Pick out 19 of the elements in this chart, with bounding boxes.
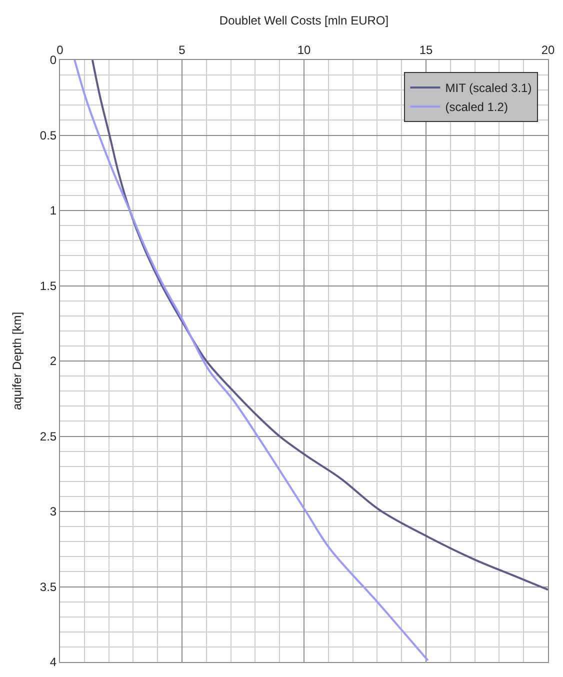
x-tick-label: 15 <box>419 43 433 58</box>
line-series <box>74 60 429 662</box>
y-tick-label: 4 <box>50 655 57 670</box>
legend-label: (scaled 1.2) <box>445 100 508 114</box>
x-tick-label: 20 <box>541 43 555 58</box>
line-series <box>91 60 548 591</box>
y-tick-label: 3 <box>50 504 57 519</box>
x-axis-title: Doublet Well Costs [mln EURO] <box>219 14 389 28</box>
y-tick-label: 2.5 <box>40 429 57 444</box>
x-tick-label: 10 <box>297 43 311 58</box>
x-tick-label: 5 <box>178 43 186 58</box>
y-tick-label: 0.5 <box>40 128 57 142</box>
y-tick-label: 0 <box>50 53 57 68</box>
y-tick-label: 1 <box>50 204 57 218</box>
y-tick-label: 1.5 <box>40 278 57 293</box>
y-axis-title: aquifer Depth [km] <box>10 312 24 410</box>
y-tick-label: 2 <box>50 354 57 368</box>
y-tick-label: 3.5 <box>40 580 57 594</box>
legend-label: MIT (scaled 3.1) <box>445 81 532 96</box>
